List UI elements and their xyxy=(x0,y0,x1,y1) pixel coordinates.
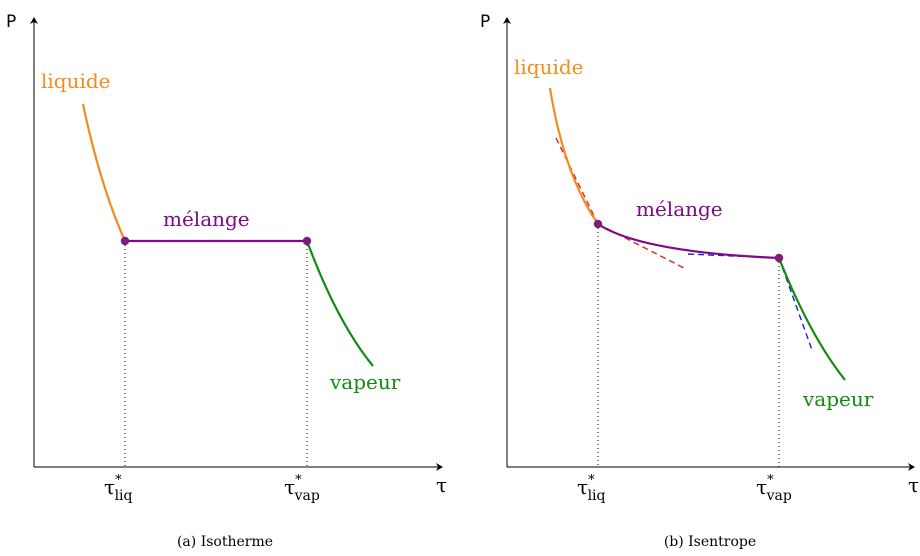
tick-label-vap-b: τ* vap xyxy=(756,473,792,504)
caption-b: (b) Isentrope xyxy=(664,534,756,550)
tick-liq-sup-b: * xyxy=(588,473,595,488)
curve-vapeur-a xyxy=(305,240,374,367)
y-axis-label-a: P xyxy=(6,12,16,32)
label-vapeur-b: vapeur xyxy=(802,387,874,411)
curve-melange-b xyxy=(597,223,780,260)
tick-label-liq-a: τ* liq xyxy=(104,473,133,504)
tick-liq-sup-a: * xyxy=(115,473,122,488)
x-axis-label-b: τ xyxy=(908,473,919,497)
tick-liq-base-a: τ xyxy=(104,475,115,499)
tick-liq-base-b: τ xyxy=(577,475,588,499)
y-axis-label-b: P xyxy=(480,12,490,32)
tick-vap-sup-b: * xyxy=(767,473,774,488)
tick-vap-sup-a: * xyxy=(295,473,302,488)
panel-isentrope: P τ liquide mélange vapeur τ* liq τ* vap (… xyxy=(480,12,919,550)
tick-liq-sub-a: liq xyxy=(115,488,133,504)
label-vapeur-a: vapeur xyxy=(329,370,401,394)
tick-vap-sub-b: vap xyxy=(766,488,792,504)
tick-vap-sub-a: vap xyxy=(294,488,320,504)
point-liq-a xyxy=(120,236,130,246)
tick-label-vap-a: τ* vap xyxy=(284,473,320,504)
label-melange-b: mélange xyxy=(636,197,723,221)
tangent-blue-vapeur xyxy=(778,257,813,351)
caption-a: (a) Isotherme xyxy=(177,534,273,550)
label-liquide-b: liquide xyxy=(514,55,584,79)
curve-vapeur-b xyxy=(777,257,846,381)
tick-liq-sub-b: liq xyxy=(588,488,606,504)
tick-vap-base-a: τ xyxy=(284,475,295,499)
point-vap-a xyxy=(302,236,312,246)
x-axis-label-a: τ xyxy=(436,473,447,497)
tangent-red-melange xyxy=(597,223,687,270)
point-liq-b xyxy=(593,219,603,229)
tick-vap-base-b: τ xyxy=(756,475,767,499)
panel-isotherme: P τ liquide mélange vapeur τ* liq τ* vap (… xyxy=(6,12,447,550)
tangent-red-liquide xyxy=(555,137,599,225)
curve-liquide-a xyxy=(81,103,127,242)
label-melange-a: mélange xyxy=(163,207,250,231)
point-vap-b xyxy=(774,253,784,263)
label-liquide-a: liquide xyxy=(41,69,111,93)
tick-label-liq-b: τ* liq xyxy=(577,473,606,504)
curve-liquide-b xyxy=(548,87,599,225)
